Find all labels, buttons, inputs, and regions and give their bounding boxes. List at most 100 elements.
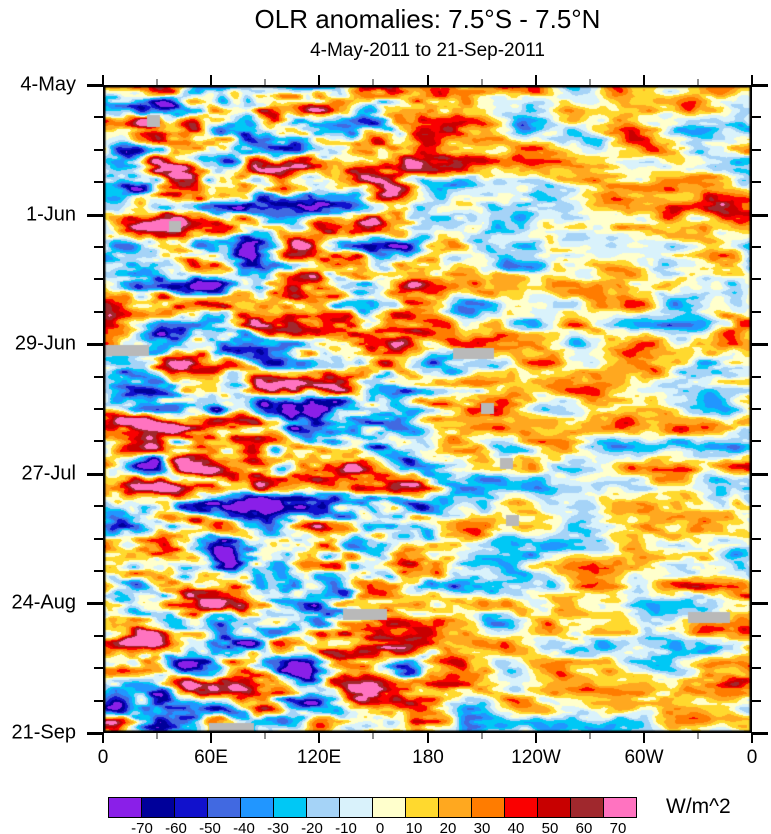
y-axis-major-tick	[87, 214, 103, 217]
y-axis-minor-tick-right	[752, 311, 761, 313]
y-axis-major-tick-right	[752, 214, 768, 217]
colorbar-tick-label: 50	[541, 820, 559, 834]
y-axis-tick-label: 21-Sep	[11, 721, 77, 744]
colorbar-tick-label: 20	[439, 820, 457, 834]
y-axis-minor-tick	[94, 311, 103, 313]
x-axis-tick-label: 120E	[296, 747, 342, 768]
x-axis-minor-tick-top	[481, 79, 483, 85]
colorbar-tick-label: -30	[267, 820, 289, 834]
y-axis-major-tick-right	[752, 473, 768, 476]
colorbar-swatch	[306, 797, 340, 818]
y-axis-minor-tick-right	[752, 149, 761, 151]
x-axis-minor-tick-top	[589, 79, 591, 85]
x-axis-tick-label: 0	[746, 747, 758, 768]
colorbar-tick-label: 0	[375, 820, 385, 834]
x-axis-major-tick	[535, 733, 537, 743]
colorbar-swatch	[108, 797, 142, 818]
x-axis-major-tick-top	[643, 75, 645, 85]
y-axis-tick-label: 27-Jul	[21, 462, 76, 485]
colorbar-swatch	[537, 797, 571, 818]
y-axis-minor-tick	[94, 538, 103, 540]
x-axis-minor-tick	[372, 733, 374, 739]
x-axis-minor-tick	[697, 733, 699, 739]
colorbar-tick-label: 30	[473, 820, 491, 834]
x-axis-minor-tick-top	[156, 79, 158, 85]
colorbar-swatch	[504, 797, 538, 818]
y-axis-minor-tick	[94, 246, 103, 248]
x-axis-tick-label: 60W	[624, 747, 664, 768]
y-axis-major-tick	[87, 473, 103, 476]
y-axis-minor-tick	[94, 667, 103, 669]
x-axis-minor-tick-top	[264, 79, 266, 85]
y-axis-minor-tick	[94, 635, 103, 637]
colorbar-swatch	[603, 797, 637, 818]
colorbar-tick-label: -40	[233, 820, 255, 834]
y-axis-minor-tick-right	[752, 278, 761, 280]
y-axis-minor-tick-right	[752, 538, 761, 540]
x-axis-minor-tick-top	[372, 79, 374, 85]
x-axis-major-tick	[643, 733, 645, 743]
x-axis-major-tick	[751, 733, 753, 743]
y-axis-minor-tick-right	[752, 408, 761, 410]
colorbar-swatch	[339, 797, 373, 818]
colorbar-swatch	[240, 797, 274, 818]
y-axis-minor-tick-right	[752, 635, 761, 637]
x-axis-major-tick-top	[318, 75, 320, 85]
y-axis-minor-tick	[94, 440, 103, 442]
y-axis-minor-tick	[94, 505, 103, 507]
x-axis-major-tick-top	[102, 75, 104, 85]
colorbar-tick-label: -50	[199, 820, 221, 834]
x-axis-minor-tick	[264, 733, 266, 739]
x-axis-minor-tick	[156, 733, 158, 739]
x-axis-minor-tick-top	[697, 79, 699, 85]
colorbar-swatch	[372, 797, 406, 818]
y-axis-minor-tick-right	[752, 667, 761, 669]
x-axis-tick-label: 120W	[511, 747, 561, 768]
y-axis-minor-tick	[94, 570, 103, 572]
colorbar-tick-label: -70	[131, 820, 153, 834]
y-axis-major-tick	[87, 343, 103, 346]
y-axis-tick-label: 1-Jun	[25, 203, 76, 226]
chart-title: OLR anomalies: 7.5°S - 7.5°N	[254, 4, 601, 34]
x-axis-major-tick	[318, 733, 320, 743]
y-axis-major-tick	[87, 84, 103, 87]
y-axis-minor-tick-right	[752, 505, 761, 507]
y-axis-major-tick-right	[752, 343, 768, 346]
y-axis-tick-label: 29-Jun	[14, 332, 76, 355]
x-axis-major-tick-top	[535, 75, 537, 85]
x-axis-minor-tick	[481, 733, 483, 739]
colorbar-swatch	[207, 797, 241, 818]
x-axis-major-tick-top	[751, 75, 753, 85]
colorbar-swatch	[438, 797, 472, 818]
colorbar-swatch	[405, 797, 439, 818]
y-axis-minor-tick	[94, 408, 103, 410]
y-axis-major-tick-right	[752, 732, 768, 735]
colorbar-units-label: W/m^2	[666, 795, 731, 818]
y-axis-minor-tick-right	[752, 376, 761, 378]
y-axis-minor-tick-right	[752, 440, 761, 442]
chart-subtitle: 4-May-2011 to 21-Sep-2011	[310, 40, 545, 61]
colorbar-tick-label: -20	[301, 820, 323, 834]
colorbar-swatch	[570, 797, 604, 818]
y-axis-major-tick	[87, 732, 103, 735]
colorbar	[108, 797, 637, 818]
colorbar-swatch	[471, 797, 505, 818]
x-axis-major-tick-top	[210, 75, 212, 85]
x-axis-major-tick	[427, 733, 429, 743]
colorbar-swatch	[174, 797, 208, 818]
x-axis-major-tick-top	[427, 75, 429, 85]
y-axis-major-tick-right	[752, 84, 768, 87]
y-axis-minor-tick	[94, 116, 103, 118]
y-axis-minor-tick	[94, 149, 103, 151]
y-axis-minor-tick-right	[752, 246, 761, 248]
colorbar-swatch	[141, 797, 175, 818]
colorbar-tick-label: 70	[609, 820, 627, 834]
colorbar-tick-label: 40	[507, 820, 525, 834]
x-axis-major-tick	[210, 733, 212, 743]
y-axis-minor-tick	[94, 700, 103, 702]
x-axis-minor-tick	[589, 733, 591, 739]
x-axis-tick-label: 60E	[194, 747, 228, 768]
y-axis-minor-tick	[94, 376, 103, 378]
heatmap-canvas	[103, 85, 752, 733]
